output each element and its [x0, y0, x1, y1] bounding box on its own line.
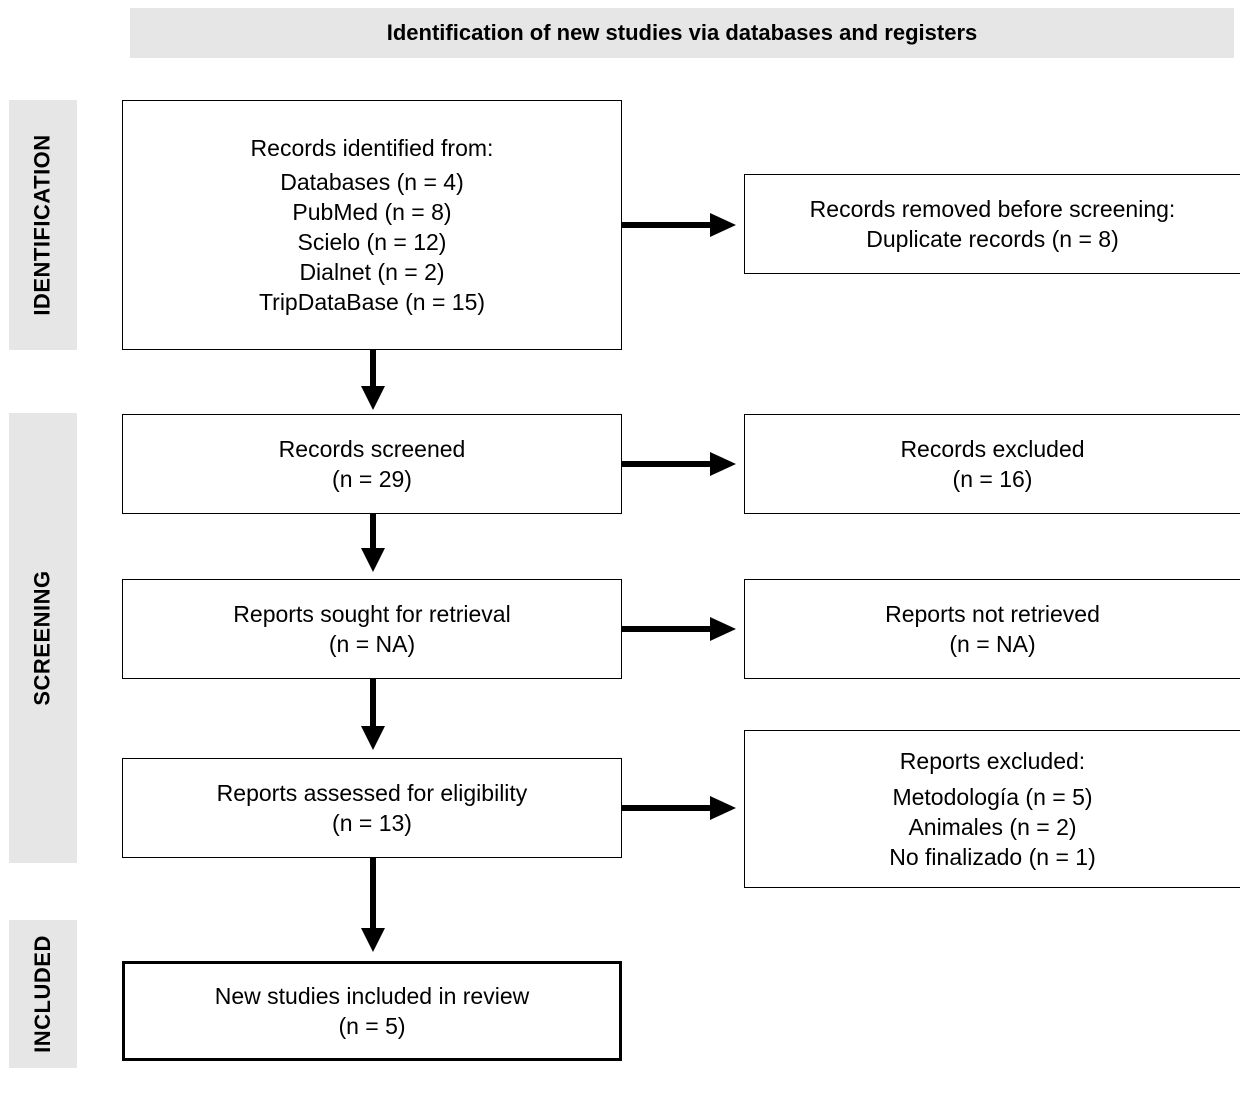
records-excluded-box: Records excluded (n = 16) [744, 414, 1240, 514]
arrowhead-down [361, 548, 385, 572]
arrowhead-right [710, 452, 736, 476]
records-removed-line: Records removed before screening: [809, 196, 1176, 222]
reports-assessed-line: Reports assessed for eligibility [216, 780, 528, 806]
reports-assessed-box: Reports assessed for eligibility (n = 13… [122, 758, 622, 858]
records-identified-line: Records identified from: [250, 135, 494, 161]
arrowhead-right [710, 213, 736, 237]
reports-sought-line: Reports sought for retrieval [233, 601, 511, 627]
reports-assessed-line: (n = 13) [332, 810, 412, 836]
records-screened-box: Records screened (n = 29) [122, 414, 622, 514]
reports-not-retrieved-box: Reports not retrieved (n = NA) [744, 579, 1240, 679]
reports-not-retrieved-line: (n = NA) [949, 631, 1036, 657]
records-identified-line: Dialnet (n = 2) [299, 259, 445, 285]
arrowhead-down [361, 928, 385, 952]
reports-excluded-line: Metodología (n = 5) [892, 784, 1093, 810]
reports-excluded-line: Reports excluded: [899, 748, 1086, 774]
records-excluded-line: (n = 16) [952, 466, 1033, 492]
diagram-header: Identification of new studies via databa… [130, 8, 1234, 58]
reports-sought-line: (n = NA) [328, 631, 416, 657]
records-identified-line: PubMed (n = 8) [292, 199, 452, 225]
studies-included-line: (n = 5) [338, 1013, 406, 1039]
arrowhead-right [710, 617, 736, 641]
phase-identification: IDENTIFICATION [9, 100, 77, 350]
phase-screening: SCREENING [9, 413, 77, 863]
arrowhead-down [361, 726, 385, 750]
reports-excluded-line: No finalizado (n = 1) [889, 844, 1096, 870]
records-identified-line: Scielo (n = 12) [297, 229, 447, 255]
arrowhead-down [361, 386, 385, 410]
records-identified-line: Databases (n = 4) [280, 169, 464, 195]
studies-included-box: New studies included in review (n = 5) [122, 961, 622, 1061]
records-screened-line: (n = 29) [332, 466, 412, 492]
reports-sought-box: Reports sought for retrieval (n = NA) [122, 579, 622, 679]
records-removed-box: Records removed before screening: Duplic… [744, 174, 1240, 274]
phase-included: INCLUDED [9, 920, 77, 1068]
records-screened-line: Records screened [278, 436, 466, 462]
header-title: Identification of new studies via databa… [386, 20, 978, 45]
records-identified-box: Records identified from: Databases (n = … [122, 100, 622, 350]
reports-excluded-box: Reports excluded: Metodología (n = 5) An… [744, 730, 1240, 888]
records-excluded-line: Records excluded [900, 436, 1085, 462]
reports-not-retrieved-line: Reports not retrieved [885, 601, 1100, 627]
records-removed-line: Duplicate records (n = 8) [866, 226, 1119, 252]
studies-included-line: New studies included in review [214, 983, 530, 1009]
arrowhead-right [710, 796, 736, 820]
records-identified-line: TripDataBase (n = 15) [258, 289, 486, 315]
reports-excluded-line: Animales (n = 2) [908, 814, 1077, 840]
